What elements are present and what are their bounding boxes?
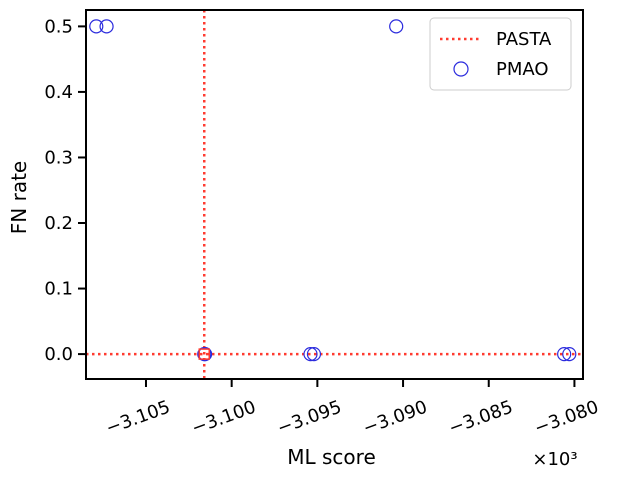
y-tick-label: 0.4 <box>44 82 73 103</box>
plot-area <box>86 10 583 379</box>
y-tick-label: 0.2 <box>44 213 73 234</box>
legend-swatch-pmao <box>453 61 469 77</box>
x-tick-label: −3.085 <box>446 397 516 440</box>
legend-label-pasta: PASTA <box>496 29 552 50</box>
x-tick-label: −3.105 <box>103 397 173 440</box>
data-point <box>562 346 577 362</box>
data-point <box>389 19 404 34</box>
y-tick-label: 0.3 <box>44 147 73 168</box>
reference-marker <box>198 348 211 360</box>
legend-label-pmao: PMAO <box>496 59 549 80</box>
y-tick-label: 0.5 <box>44 16 73 37</box>
legend-frame <box>429 17 572 91</box>
x-tick-label: −3.080 <box>532 397 602 440</box>
legend: PASTA PMAO <box>429 17 572 91</box>
data-point <box>99 19 114 34</box>
data-point <box>557 346 572 362</box>
y-axis-label: FN rate <box>7 161 31 234</box>
y-tick-label: 0.0 <box>44 344 73 365</box>
axes-frame <box>85 9 584 380</box>
x-tick-label: −3.100 <box>189 397 259 440</box>
y-tick-label: 0.1 <box>44 279 73 300</box>
x-tick-label: −3.095 <box>275 397 345 440</box>
data-point <box>306 346 322 362</box>
data-point <box>89 19 104 34</box>
x-axis-label: ML score <box>287 445 376 469</box>
x-axis-multiplier: ×10³ <box>532 449 577 470</box>
x-tick-label: −3.090 <box>360 397 430 440</box>
data-point <box>303 346 318 362</box>
